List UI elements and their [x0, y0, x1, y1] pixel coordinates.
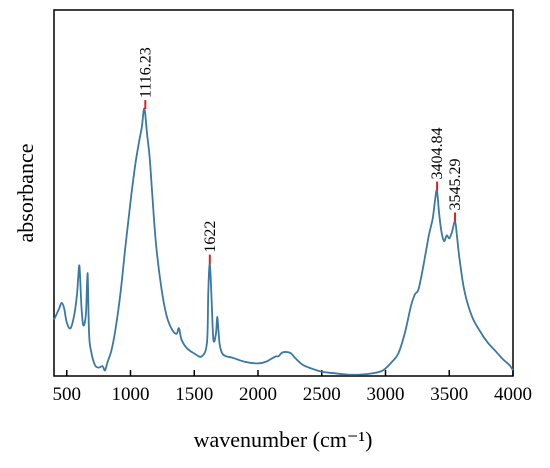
x-tick-label: 4000 — [494, 384, 532, 405]
peak-label: 3545.29 — [447, 158, 464, 210]
peak-label: 3404.84 — [429, 128, 446, 180]
peak-label: 1622 — [202, 221, 219, 253]
peak-label: 1116.23 — [137, 47, 154, 98]
x-tick-label: 2000 — [239, 384, 277, 405]
x-axis-tick-labels: 500 1000 1500 2000 2500 3000 3500 4000 — [53, 384, 533, 405]
x-axis-title: wavenumber (cm⁻¹) — [194, 427, 373, 452]
x-tick-label: 3000 — [367, 384, 405, 405]
plot-frame — [53, 9, 514, 377]
x-tick-label: 1000 — [112, 384, 150, 405]
x-tick-label: 500 — [53, 384, 82, 405]
x-axis-ticks — [66, 370, 514, 376]
x-tick-label: 2500 — [303, 384, 341, 405]
y-axis-title: absorbance — [13, 144, 38, 243]
x-tick-label: 3500 — [430, 384, 468, 405]
peak-markers — [144, 100, 457, 264]
x-tick-label: 1500 — [175, 384, 213, 405]
